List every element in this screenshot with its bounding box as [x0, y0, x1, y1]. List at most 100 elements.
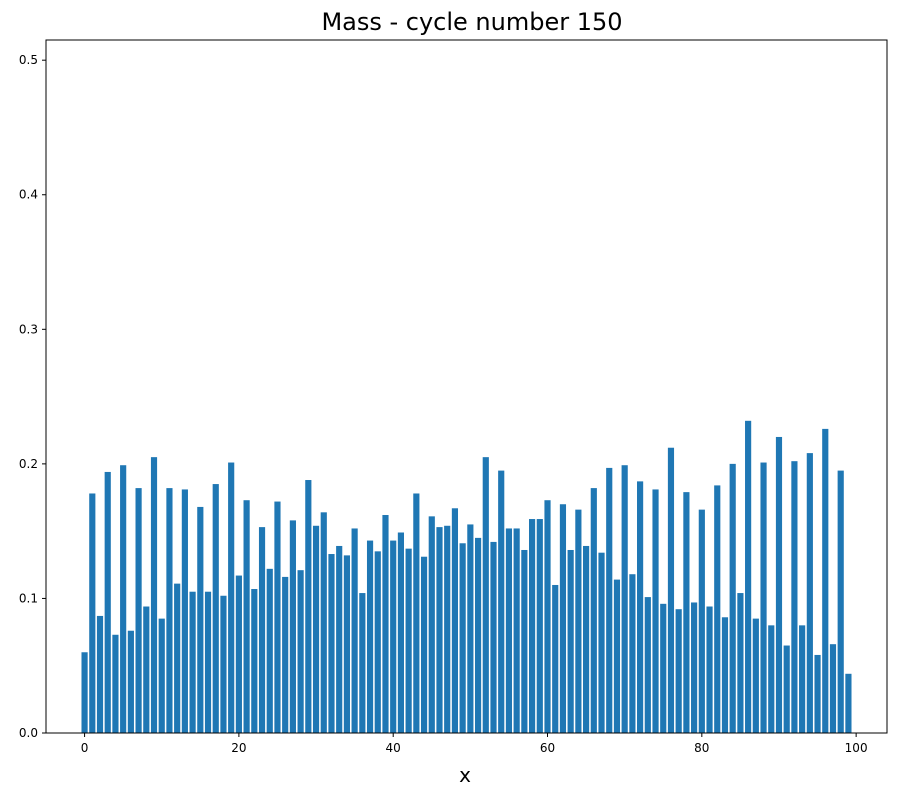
- bar-68: [606, 467, 613, 733]
- bar-19: [228, 462, 235, 733]
- x-tick-label: 60: [540, 741, 555, 755]
- bar-82: [714, 485, 721, 733]
- bar-99: [845, 673, 852, 733]
- bar-37: [366, 540, 374, 733]
- bar-23: [258, 527, 266, 733]
- bar-55: [505, 528, 513, 733]
- y-tick-label: 0.0: [19, 726, 38, 740]
- x-tick-label: 20: [231, 741, 246, 755]
- bar-1: [89, 493, 96, 733]
- bar-52: [482, 457, 489, 733]
- bar-86: [745, 420, 752, 733]
- bar-22: [251, 589, 258, 733]
- bar-73: [644, 597, 651, 733]
- bar-54: [498, 470, 505, 733]
- bar-43: [413, 493, 420, 733]
- bar-74: [652, 489, 659, 733]
- bar-59: [536, 519, 543, 733]
- bar-29: [305, 480, 312, 733]
- bar-75: [660, 603, 667, 733]
- bar-16: [204, 591, 212, 733]
- bar-2: [96, 615, 104, 733]
- bar-80: [698, 509, 705, 733]
- bar-96: [822, 428, 829, 733]
- y-tick-label: 0.3: [19, 322, 38, 336]
- x-tick-label: 100: [845, 741, 868, 755]
- bar-45: [428, 516, 435, 733]
- bar-15: [197, 506, 204, 733]
- bar-7: [135, 488, 142, 733]
- bar-9: [150, 457, 158, 733]
- bar-69: [613, 579, 621, 733]
- bar-76: [667, 447, 675, 733]
- bar-77: [675, 609, 682, 733]
- bar-13: [181, 489, 188, 733]
- bar-27: [289, 520, 296, 733]
- bar-79: [691, 602, 698, 733]
- bar-38: [374, 551, 381, 733]
- bars-group: [81, 420, 852, 733]
- bar-60: [544, 500, 551, 733]
- bar-6: [127, 630, 134, 733]
- x-tick-label: 80: [694, 741, 709, 755]
- bar-5: [120, 465, 127, 733]
- bar-12: [174, 583, 181, 733]
- bar-72: [637, 481, 644, 733]
- bar-97: [829, 644, 837, 733]
- bar-34: [343, 555, 350, 733]
- bar-61: [552, 584, 559, 733]
- bar-24: [266, 568, 273, 733]
- bar-4: [112, 634, 119, 733]
- bar-88: [760, 462, 767, 733]
- chart-title: Mass - cycle number 150: [321, 8, 622, 36]
- bar-33: [336, 545, 343, 733]
- bar-92: [791, 461, 798, 733]
- y-tick-label: 0.1: [19, 591, 38, 605]
- bar-90: [775, 436, 783, 733]
- bar-31: [320, 512, 327, 733]
- bar-66: [590, 488, 597, 733]
- bar-71: [629, 574, 636, 733]
- bar-10: [158, 618, 165, 733]
- bar-57: [521, 549, 528, 733]
- bar-30: [312, 525, 320, 733]
- bar-58: [529, 519, 536, 733]
- bar-0: [81, 652, 88, 733]
- bar-35: [351, 528, 358, 733]
- bar-28: [297, 570, 304, 733]
- bar-47: [444, 525, 451, 733]
- bar-56: [513, 528, 520, 733]
- bar-39: [382, 515, 389, 733]
- bar-83: [721, 617, 729, 733]
- bar-78: [683, 492, 690, 733]
- x-tick-label: 40: [386, 741, 401, 755]
- bar-46: [436, 527, 443, 733]
- y-tick-label: 0.4: [19, 188, 38, 202]
- bar-21: [243, 500, 250, 733]
- bar-51: [474, 537, 482, 733]
- bar-85: [737, 593, 744, 733]
- x-axis-ticks: 0 20 40 60 80 100: [81, 733, 868, 755]
- bar-63: [567, 549, 574, 733]
- bar-20: [235, 575, 242, 733]
- bar-89: [768, 625, 775, 733]
- bar-41: [397, 532, 404, 733]
- bar-84: [729, 463, 736, 733]
- y-tick-label: 0.2: [19, 457, 38, 471]
- bar-94: [806, 453, 813, 733]
- bar-98: [837, 470, 844, 733]
- bar-8: [143, 606, 150, 733]
- bar-53: [490, 541, 497, 733]
- bar-50: [467, 524, 474, 733]
- bar-3: [104, 471, 111, 733]
- bar-87: [752, 618, 759, 733]
- bar-32: [328, 554, 335, 733]
- bar-65: [583, 545, 590, 733]
- bar-25: [274, 501, 281, 733]
- bar-67: [598, 552, 605, 733]
- bar-95: [814, 654, 821, 733]
- bar-48: [451, 508, 459, 733]
- y-axis-ticks: 0.0 0.1 0.2 0.3 0.4 0.5: [19, 53, 46, 740]
- bar-49: [459, 543, 466, 733]
